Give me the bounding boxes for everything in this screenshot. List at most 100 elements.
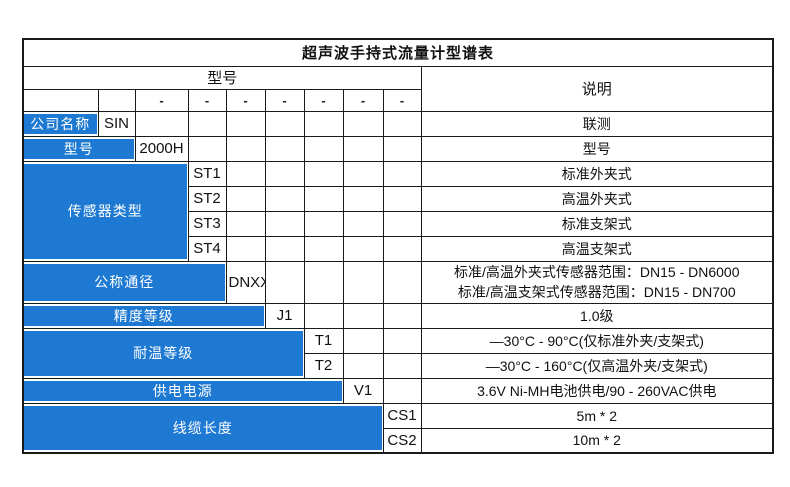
dash-cell: - bbox=[303, 88, 344, 112]
code-cell-t1: T1 bbox=[303, 327, 344, 354]
code-cell-company: SIN bbox=[97, 110, 136, 137]
code-cell-model: 2000H bbox=[134, 135, 189, 162]
desc-cell-power: 3.6V Ni-MH电池供电/90 - 260VAC供电 bbox=[420, 377, 774, 404]
empty-cell bbox=[342, 185, 384, 212]
desc-cell-st2: 高温外夹式 bbox=[420, 185, 774, 212]
row-diameter: 公称通径 DNXX 标准/高温外夹式传感器范围：DN15 - DN6000 标准… bbox=[22, 260, 774, 304]
empty-cell bbox=[264, 135, 305, 162]
column-header-description: 说明 bbox=[420, 65, 774, 112]
code-cell-t2: T2 bbox=[303, 352, 344, 379]
row-label-temperature: 耐温等级 bbox=[22, 327, 305, 379]
row-accuracy: 精度等级 J1 1.0级 bbox=[22, 302, 774, 329]
diameter-range-clamp: 标准/高温外夹式传感器范围：DN15 - DN6000 bbox=[454, 264, 740, 280]
dash-cell: - bbox=[382, 88, 422, 112]
code-cell-j1: J1 bbox=[264, 302, 305, 329]
row-label-power: 供电电源 bbox=[22, 377, 344, 404]
empty-cell bbox=[225, 110, 266, 137]
empty-cell bbox=[225, 210, 266, 237]
empty-cell bbox=[342, 210, 384, 237]
empty-cell bbox=[382, 110, 422, 137]
empty-cell bbox=[382, 352, 422, 379]
dash-row: - - - - - - - bbox=[22, 88, 773, 112]
desc-cell-model: 型号 bbox=[420, 135, 774, 162]
empty-cell bbox=[303, 210, 344, 237]
empty-cell bbox=[303, 160, 344, 187]
empty-cell bbox=[264, 210, 305, 237]
empty-cell bbox=[382, 210, 422, 237]
empty-cell bbox=[264, 260, 305, 304]
diameter-range-bracket: 标准/高温支架式传感器范围：DN15 - DN700 bbox=[457, 284, 736, 300]
code-cell-st4: ST4 bbox=[187, 235, 227, 262]
empty-cell bbox=[342, 352, 384, 379]
code-cell-cs2: CS2 bbox=[382, 427, 422, 454]
empty-cell bbox=[382, 377, 422, 404]
dash-cell: - bbox=[134, 88, 189, 112]
dash-cell: - bbox=[342, 88, 384, 112]
desc-cell-st3: 标准支架式 bbox=[420, 210, 774, 237]
desc-cell-st4: 高温支架式 bbox=[420, 235, 774, 262]
empty-cell bbox=[264, 110, 305, 137]
row-temperature-t1: 耐温等级 T1 —30°C - 90°C(仅标准外夹/支架式) bbox=[22, 327, 774, 379]
empty-cell bbox=[342, 260, 384, 304]
empty-cell bbox=[187, 110, 227, 137]
row-cable-cs2: CS2 10m * 2 bbox=[23, 427, 774, 454]
empty-cell bbox=[342, 302, 384, 329]
empty-cell bbox=[382, 135, 422, 162]
empty-cell bbox=[303, 185, 344, 212]
desc-cell-t2: —30°C - 160°C(仅高温外夹/支架式) bbox=[420, 352, 774, 379]
empty-cell bbox=[382, 160, 422, 187]
row-label-cable: 线缆长度 bbox=[22, 402, 384, 454]
code-cell-v1: V1 bbox=[342, 377, 384, 404]
row-label-model: 型号 bbox=[22, 135, 136, 162]
row-sensor-st1: 传感器类型 ST1 标准外夹式 bbox=[22, 160, 774, 262]
row-sensor-st3: ST3 标准支架式 bbox=[23, 210, 774, 237]
empty-cell bbox=[264, 160, 305, 187]
empty-cell bbox=[342, 160, 384, 187]
column-group-model: 型号 bbox=[22, 65, 422, 90]
row-company: 公司名称 SIN 联测 bbox=[22, 110, 774, 137]
desc-cell-st1: 标准外夹式 bbox=[420, 160, 774, 187]
code-cell-st3: ST3 bbox=[187, 210, 227, 237]
desc-cell-cs1: 5m * 2 bbox=[420, 402, 774, 429]
dash-cell: - bbox=[187, 88, 227, 112]
empty-cell bbox=[134, 110, 189, 137]
code-cell-st1: ST1 bbox=[187, 160, 227, 187]
spec-table: 超声波手持式流量计型谱表 型号 说明 - - - - - - - 公司名称 SI… bbox=[22, 38, 775, 454]
row-power: 供电电源 V1 3.6V Ni-MH电池供电/90 - 260VAC供电 bbox=[22, 377, 774, 404]
desc-cell-company: 联测 bbox=[420, 110, 774, 137]
empty-cell bbox=[97, 88, 136, 112]
empty-cell bbox=[225, 135, 266, 162]
empty-cell bbox=[187, 135, 227, 162]
empty-cell bbox=[342, 235, 384, 262]
empty-cell bbox=[342, 110, 384, 137]
empty-cell bbox=[303, 302, 344, 329]
dash-cell: - bbox=[264, 88, 305, 112]
desc-cell-cs2: 10m * 2 bbox=[420, 427, 774, 454]
empty-cell bbox=[303, 110, 344, 137]
empty-cell bbox=[225, 185, 266, 212]
row-model: 型号 2000H 型号 bbox=[22, 135, 774, 162]
empty-cell bbox=[225, 160, 266, 187]
empty-cell bbox=[342, 135, 384, 162]
code-cell-cs1: CS1 bbox=[382, 402, 422, 429]
code-cell-dnxx: DNXX bbox=[225, 260, 266, 304]
dash-cell: - bbox=[225, 88, 266, 112]
empty-cell bbox=[264, 185, 305, 212]
empty-cell bbox=[382, 327, 422, 354]
row-sensor-st4: ST4 高温支架式 bbox=[23, 235, 774, 262]
empty-cell bbox=[303, 235, 344, 262]
code-cell-st2: ST2 bbox=[187, 185, 227, 212]
row-label-diameter: 公称通径 bbox=[22, 260, 227, 304]
row-label-accuracy: 精度等级 bbox=[22, 302, 266, 329]
empty-cell bbox=[303, 135, 344, 162]
empty-cell bbox=[382, 302, 422, 329]
row-label-company: 公司名称 bbox=[22, 110, 99, 137]
row-sensor-st2: ST2 高温外夹式 bbox=[23, 185, 774, 212]
desc-cell-diameter: 标准/高温外夹式传感器范围：DN15 - DN6000 标准/高温支架式传感器范… bbox=[420, 260, 774, 304]
empty-cell bbox=[264, 235, 305, 262]
row-cable-cs1: 线缆长度 CS1 5m * 2 bbox=[22, 402, 774, 454]
empty-cell bbox=[382, 260, 422, 304]
desc-cell-accuracy: 1.0级 bbox=[420, 302, 774, 329]
row-label-sensor-type: 传感器类型 bbox=[22, 160, 189, 262]
